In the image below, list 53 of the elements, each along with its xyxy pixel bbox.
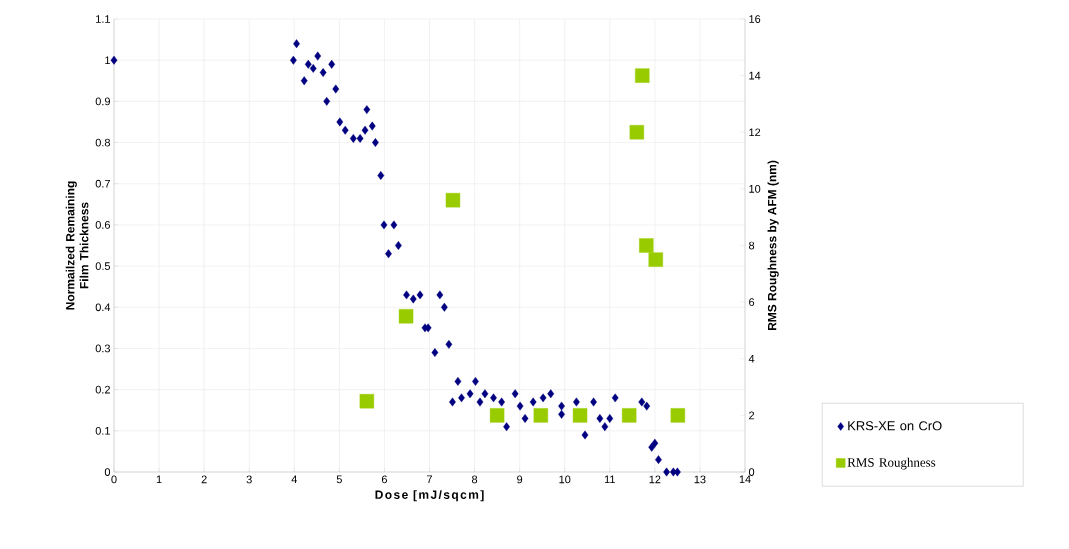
point xyxy=(648,252,663,267)
legend-label: RMS Roughness xyxy=(847,457,936,470)
x-tick-label: 0 xyxy=(111,475,117,484)
point xyxy=(635,68,650,83)
x-tick-label: 13 xyxy=(694,475,706,484)
x-tick-label: 1 xyxy=(156,475,162,484)
x-tick-label: 5 xyxy=(336,475,342,484)
legend-label: KRS-XE on CrO xyxy=(848,421,942,431)
point xyxy=(572,408,588,423)
x-tick-label: 7 xyxy=(427,475,432,484)
y-tick-label: 0.1 xyxy=(95,426,110,435)
x-tick-label: 8 xyxy=(472,475,478,484)
point xyxy=(629,125,645,140)
x-tick-label: 4 xyxy=(291,475,298,484)
y-tick-label: 1.1 xyxy=(96,15,110,23)
y2-tick-label: 0 xyxy=(748,468,755,476)
y2-tick-label: 12 xyxy=(749,128,761,137)
point xyxy=(445,193,461,208)
x-tick-label: 10 xyxy=(559,475,571,484)
x-tick-label: 6 xyxy=(381,475,387,484)
y2-axis-title: RMS Roughness by AFM (nm) xyxy=(767,160,779,331)
y2-tick-label: 16 xyxy=(749,15,761,23)
y-tick-label: 0.8 xyxy=(95,138,110,147)
y2-tick-label: 10 xyxy=(749,185,761,193)
y2-tick-label: 2 xyxy=(749,411,755,420)
y-tick-label: 0.5 xyxy=(95,262,111,270)
x-axis-title: Dose [mJ/sqcm] xyxy=(375,490,484,502)
y-tick-label: 0.4 xyxy=(95,303,111,312)
y-tick-label: 0.6 xyxy=(95,221,110,229)
point xyxy=(670,408,686,423)
x-tick-label: 9 xyxy=(517,475,523,484)
y-axis-title: Normailzed Remaining Film Thickness xyxy=(65,181,89,310)
x-tick-label: 14 xyxy=(739,475,751,484)
y-tick-label: 0.3 xyxy=(95,344,110,353)
y-tick-label: 0.2 xyxy=(95,385,110,394)
point xyxy=(359,394,375,409)
y2-tick-label: 4 xyxy=(748,354,755,363)
y2-tick-label: 14 xyxy=(749,71,761,80)
x-tick-label: 12 xyxy=(649,475,661,484)
point xyxy=(398,309,414,324)
y-tick-label: 0 xyxy=(104,468,111,476)
y2-tick-label: 8 xyxy=(749,241,755,250)
y-tick-label: 1 xyxy=(105,56,110,64)
x-tick-label: 2 xyxy=(201,475,207,484)
point xyxy=(533,408,549,423)
x-tick-label: 11 xyxy=(604,475,615,484)
point xyxy=(639,238,654,253)
y2-tick-label: 6 xyxy=(749,298,755,306)
point xyxy=(489,408,505,423)
point xyxy=(621,408,637,423)
x-tick-label: 3 xyxy=(246,475,252,484)
y-tick-label: 0.9 xyxy=(95,97,110,106)
y-tick-label: 0.7 xyxy=(95,179,110,188)
